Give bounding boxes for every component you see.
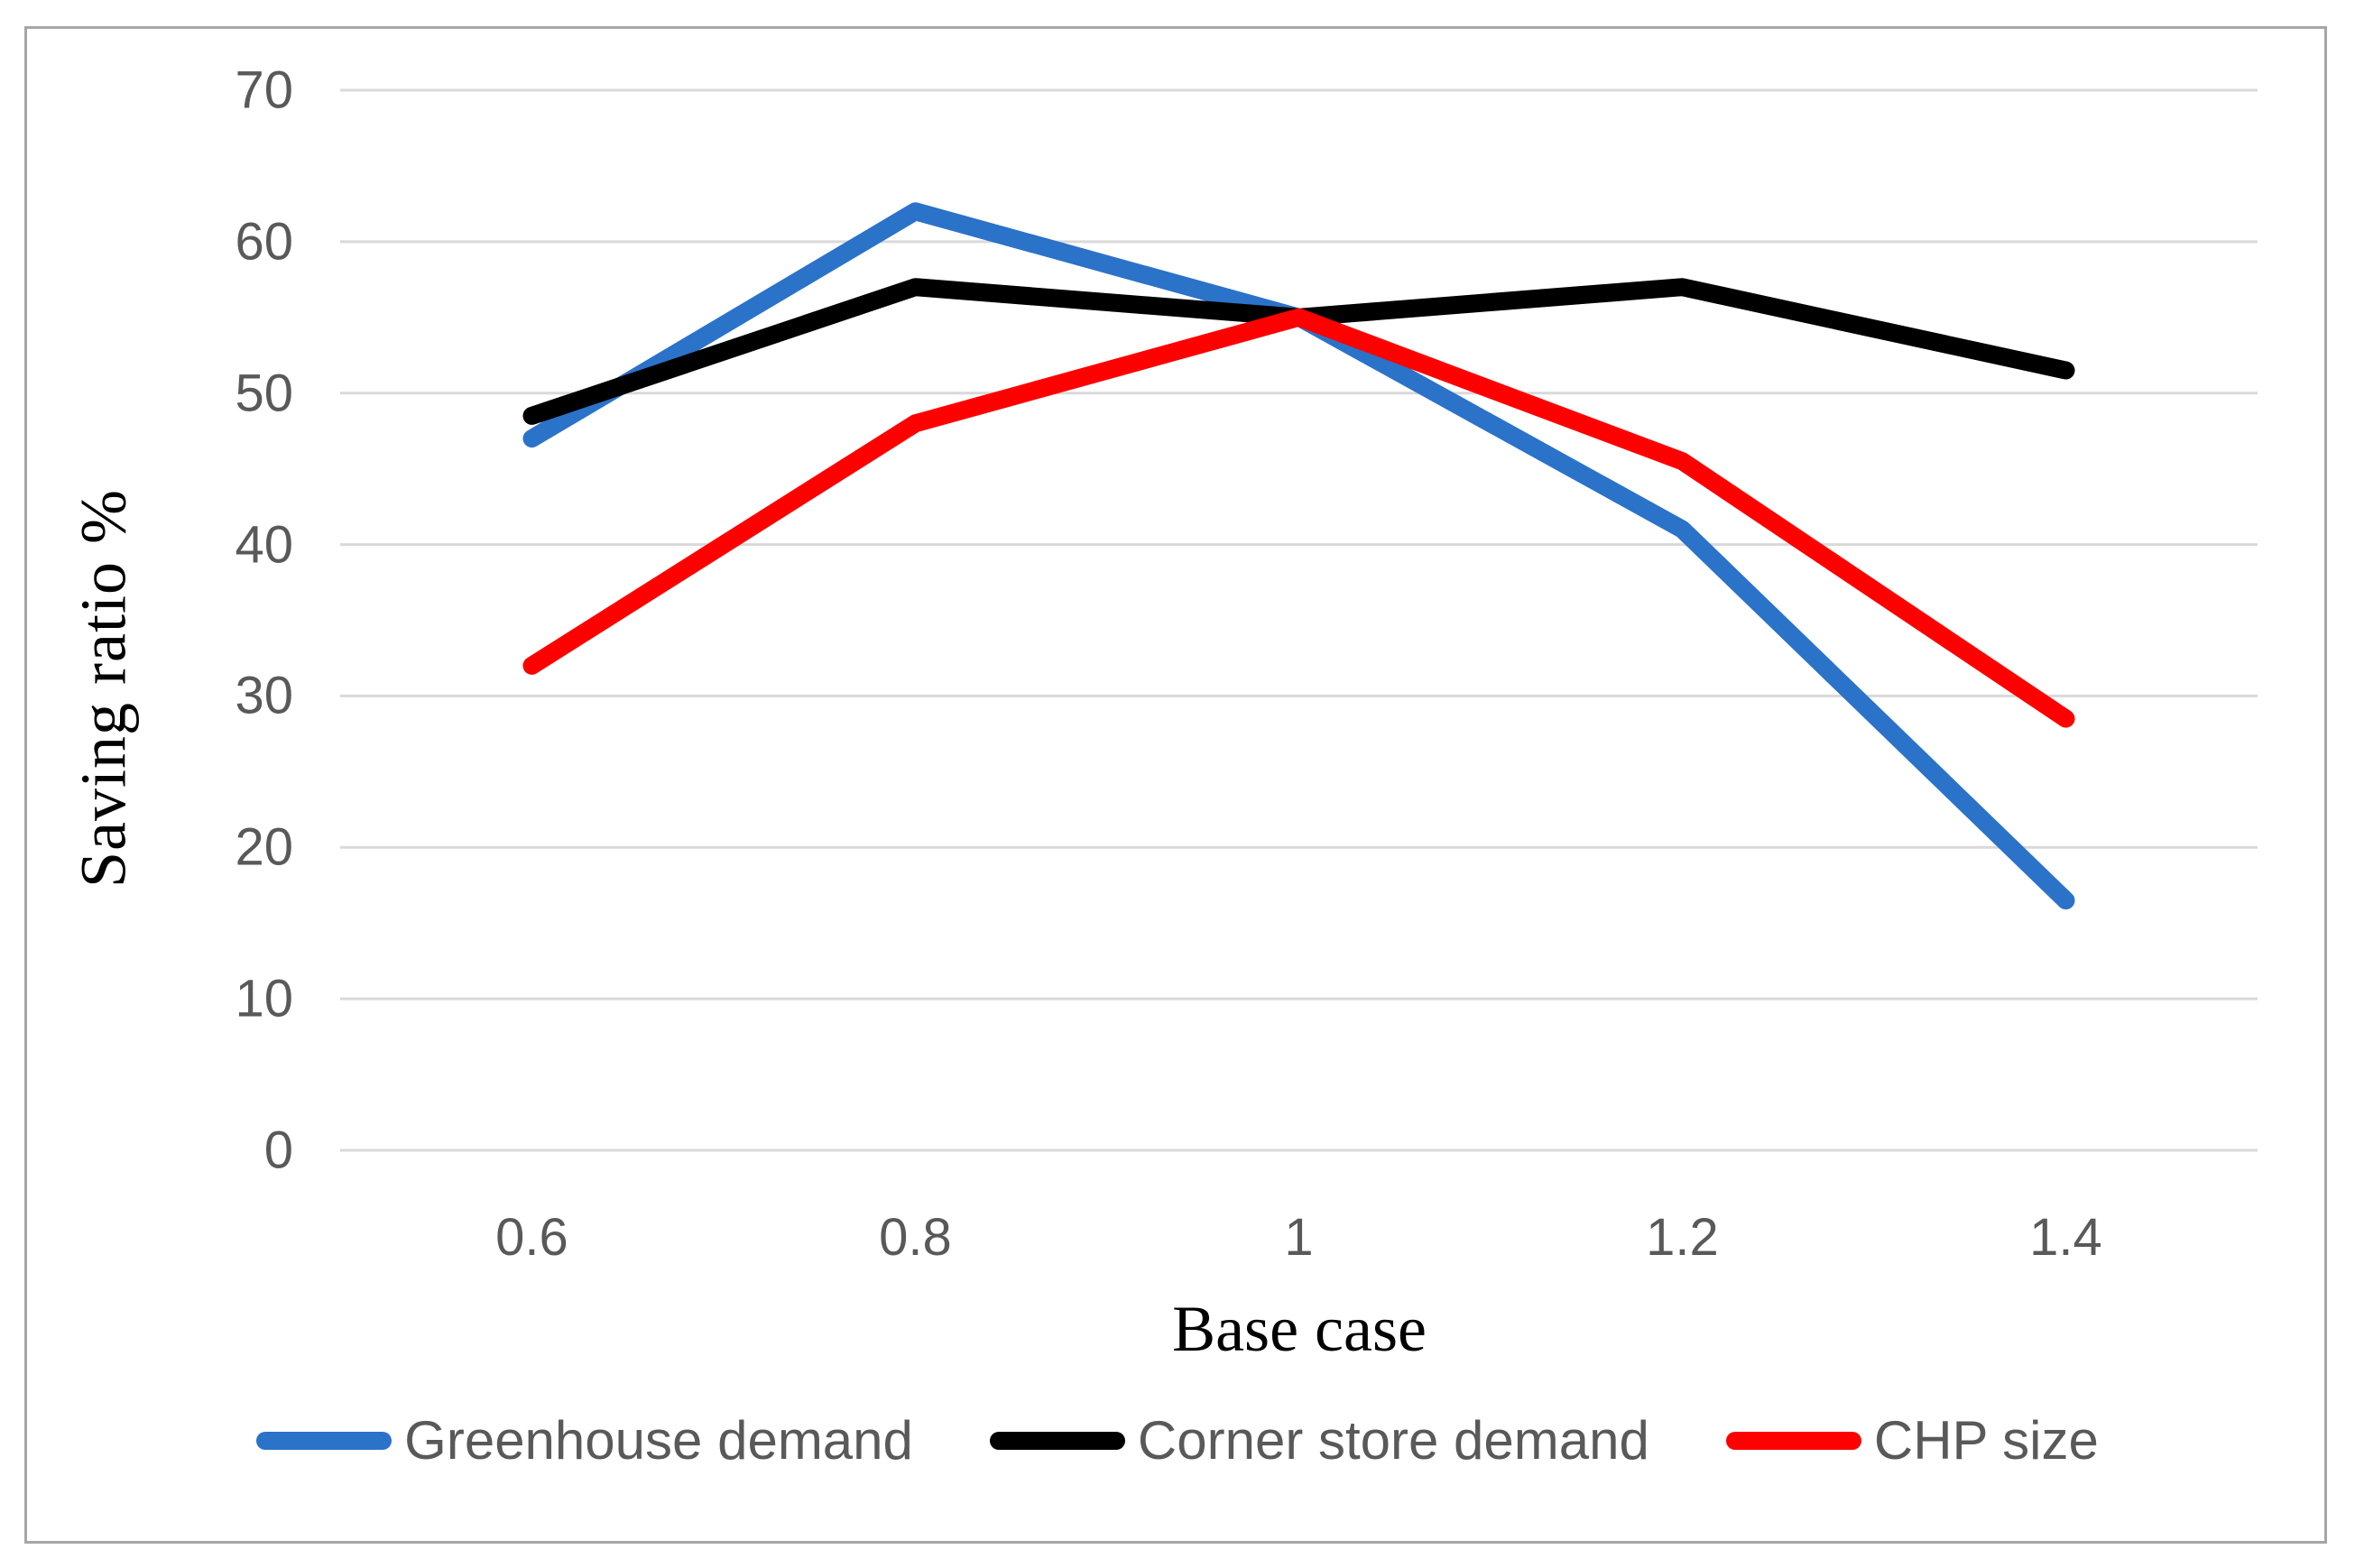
y-tick-label: 70 xyxy=(235,60,293,120)
figure-border xyxy=(24,26,2327,1544)
y-tick-label: 30 xyxy=(235,666,293,725)
x-axis-title: Base case xyxy=(1172,1293,1427,1365)
series-line-chp-size xyxy=(522,308,2075,728)
legend-item-chp-size: CHP size xyxy=(1725,1409,2099,1471)
x-tick-label: 1.2 xyxy=(1646,1208,1719,1267)
legend-item-corner-store-demand: Corner store demand xyxy=(989,1409,1649,1471)
legend-label: Greenhouse demand xyxy=(404,1410,913,1471)
legend-swatch xyxy=(989,1431,1125,1450)
y-tick-label: 20 xyxy=(235,817,293,877)
y-tick-label: 0 xyxy=(263,1121,293,1180)
legend-label: CHP size xyxy=(1873,1410,2099,1471)
x-tick-label: 1 xyxy=(1284,1208,1314,1267)
y-tick-label: 40 xyxy=(235,515,293,575)
y-tick-label: 50 xyxy=(235,364,293,423)
legend-swatch xyxy=(1725,1431,1861,1450)
gridlines xyxy=(340,88,2258,1152)
legend-item-greenhouse-demand: Greenhouse demand xyxy=(256,1409,913,1471)
chart-legend: Greenhouse demand Corner store demand CHP … xyxy=(0,1409,2355,1471)
legend-swatch xyxy=(256,1431,392,1450)
x-tick-label: 0.8 xyxy=(879,1208,952,1267)
series-lines xyxy=(522,202,2075,910)
legend-label: Corner store demand xyxy=(1137,1410,1649,1471)
y-tick-label: 10 xyxy=(235,969,293,1028)
y-tick-label: 60 xyxy=(235,212,293,272)
x-tick-label: 0.6 xyxy=(495,1208,568,1267)
x-tick-label: 1.4 xyxy=(2029,1208,2102,1267)
y-axis-title: Saving ratio % xyxy=(67,489,140,888)
